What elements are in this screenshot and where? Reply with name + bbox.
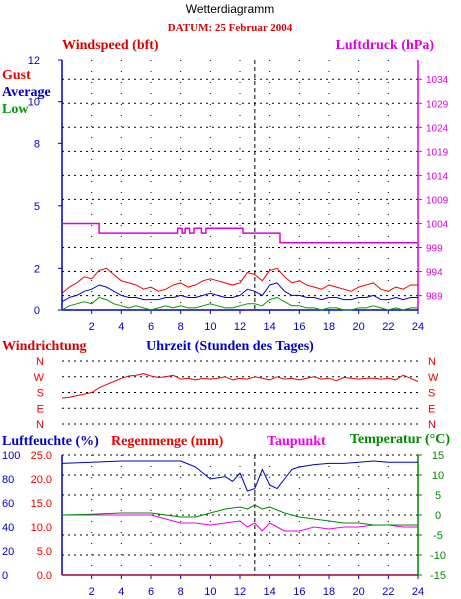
humidity-y-tick-label: 60 [2,498,14,510]
x-tick-label: 16 [293,321,305,333]
x-tick-label-lower: 24 [412,586,424,598]
dewpoint-title: Taupunkt [267,434,326,449]
pressure-y-tick-label: 999 [426,244,443,255]
x-tick-label: 18 [323,321,335,333]
series-taupunkt [62,514,418,532]
pressure-y-tick-label: 1019 [426,147,449,158]
x-tick-label: 20 [353,321,365,333]
series-wind-direction [61,373,419,399]
x-tick-label: 2 [89,321,95,333]
humidity-y-tick-label: 20 [2,546,14,558]
wind-speed-title: Windspeed (bft) [62,38,159,53]
legend-average: Average [2,85,51,100]
legend-gust: Gust [2,68,31,83]
temperature-y-tick-label: 0 [435,510,441,522]
x-tick-label-lower: 20 [353,586,365,598]
rain-y-tick-label: 5.0 [37,546,52,558]
series-temperatur [61,504,418,526]
temperature-y-tick-label: 15 [432,450,444,462]
x-tick-label: 24 [412,321,424,333]
x-tick-label: 14 [264,321,276,333]
wind-y-tick-label: 0 [34,305,40,317]
pressure-y-tick-label: 994 [426,268,443,279]
date-label: DATUM: 25 Februar 2004 [168,22,293,34]
x-tick-label-lower: 4 [118,586,124,598]
temperature-y-tick-label: -5 [433,530,443,542]
time-axis-title: Uhrzeit (Stunden des Tages) [146,339,314,354]
temperature-y-tick-label: 10 [432,470,444,482]
x-tick-label-lower: 22 [382,586,394,598]
pressure-y-tick-label: 1024 [426,123,449,134]
humidity-y-tick-label: 80 [2,474,14,486]
direction-right-tick-label: N [428,356,436,368]
pressure-y-tick-label: 1034 [426,75,449,86]
pressure-title: Luftdruck (hPa) [336,38,435,53]
humidity-y-tick-label: 40 [2,522,14,534]
direction-right-tick-label: W [428,372,439,384]
wind-y-tick-label: 12 [28,55,40,67]
rain-y-tick-label: 10.0 [31,522,52,534]
x-tick-label: 22 [382,321,394,333]
direction-right-tick-label: N [428,419,436,431]
x-tick-label: 4 [118,321,124,333]
direction-left-tick-label: E [37,403,44,415]
series-gust [61,267,418,294]
rain-y-tick-label: 20.0 [31,474,52,486]
pressure-y-tick-label: 1029 [426,99,449,110]
page-title: Wetterdiagramm [186,2,274,16]
x-tick-label: 10 [204,321,216,333]
series-low [61,297,418,311]
temperature-y-tick-label: -15 [430,570,446,582]
direction-left-tick-label: W [34,372,45,384]
wind-y-tick-label: 2 [34,263,40,275]
rain-y-tick-label: 15.0 [31,498,52,510]
direction-left-tick-label: N [36,419,44,431]
x-tick-label-lower: 18 [323,586,335,598]
x-tick-label-lower: 6 [148,586,154,598]
rain-y-tick-label: 25.0 [31,450,52,462]
x-tick-label-lower: 2 [89,586,95,598]
x-tick-label-lower: 8 [178,586,184,598]
temperature-title: Temperatur (°C) [350,432,450,447]
temperature-y-tick-label: 5 [435,490,441,502]
humidity-y-tick-label: 0 [2,570,8,582]
x-tick-label-lower: 16 [293,586,305,598]
direction-left-tick-label: N [36,356,44,368]
wind-y-tick-label: 8 [34,138,40,150]
wind-y-tick-label: 5 [34,201,40,213]
humidity-y-tick-label: 100 [2,450,20,462]
plot-layer: 0258101298999499910041009101410191024102… [2,55,449,598]
pressure-y-tick-label: 1009 [426,195,449,206]
x-tick-label: 12 [234,321,246,333]
rain-y-tick-label: 0.0 [37,570,52,582]
x-tick-label-lower: 14 [264,586,276,598]
humidity-title: Luftfeuchte (%) [2,434,99,449]
wind-direction-title: Windrichtung [2,339,87,354]
direction-left-tick-label: S [37,388,44,400]
x-tick-label: 6 [148,321,154,333]
direction-right-tick-label: S [428,388,435,400]
legend-low: Low [2,102,29,117]
series-luftdruck [62,222,418,244]
x-tick-label-lower: 10 [204,586,216,598]
wind-y-tick-label: 10 [28,97,40,109]
x-tick-label: 8 [178,321,184,333]
temperature-y-tick-label: -10 [430,550,446,562]
series-luftfeuchte [61,460,418,492]
pressure-y-tick-label: 1014 [426,171,449,182]
pressure-y-tick-label: 1004 [426,219,449,230]
x-tick-label-lower: 12 [234,586,246,598]
rain-title: Regenmenge (mm) [111,434,224,449]
direction-right-tick-label: E [428,403,435,415]
pressure-y-tick-label: 989 [426,292,443,303]
series-average [61,282,418,303]
